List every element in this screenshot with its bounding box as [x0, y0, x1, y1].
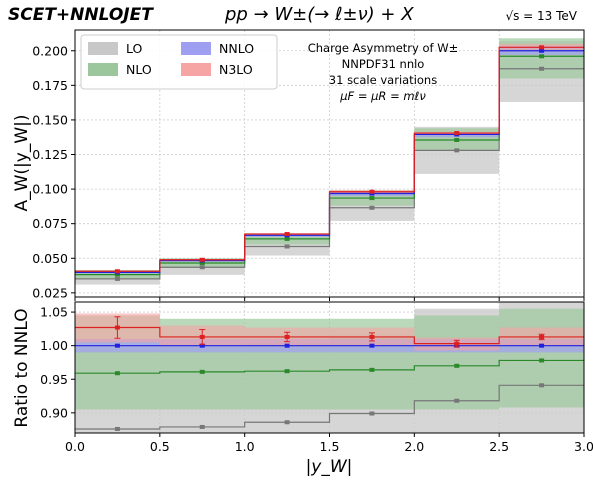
top-point-lo-2 — [284, 244, 290, 249]
top-point-lo-4 — [454, 148, 460, 153]
bot-point-nlo-1 — [199, 369, 205, 374]
legend-swatch-nnlo — [181, 42, 211, 55]
top-point-nlo-5 — [539, 54, 545, 59]
bot-point-n3lo-4 — [454, 341, 460, 346]
top-point-n3lo-0 — [114, 269, 120, 274]
main-panel-ticks: 0.025 0.050 0.075 0.100 0.125 0.150 0.175 0.200 — [32, 43, 585, 301]
bot-ytick-label-3: 1.05 — [40, 305, 68, 320]
top-ytick-label-1: 0.050 — [32, 251, 68, 266]
annotation-line-3: 31 scale variations — [329, 73, 437, 87]
annotation: Charge Asymmetry of W± NNPDF31 nnlo 31 s… — [308, 41, 459, 103]
bot-point-nlo-0 — [114, 371, 120, 376]
ratio-y-axis-label: Ratio to NNLO — [12, 308, 32, 427]
bot-line-nlo — [75, 359, 584, 374]
bot-xtick-label-2: 1.0 — [235, 439, 255, 454]
top-line-n3lo — [75, 46, 584, 272]
bot-point-n3lo-1 — [199, 334, 205, 339]
brand-title: SCET+NNLOJET — [8, 5, 154, 25]
bot-ytick-label-2: 1.00 — [40, 338, 68, 353]
bot-point-nnlo-0 — [114, 343, 120, 348]
ratio-panel: 0.90 0.95 1.00 1.05 0.0 0.5 1.0 1.5 2.0 2.5 3.0 — [40, 301, 593, 454]
annotation-line-1: Charge Asymmetry of W± — [308, 41, 459, 55]
bot-band-nlo-5 — [499, 308, 584, 408]
bot-xtick-label-0: 0.0 — [65, 439, 85, 454]
bot-point-lo-5 — [539, 383, 545, 388]
bot-xtick-label-4: 2.0 — [404, 439, 424, 454]
bot-band-nlo-4 — [414, 315, 500, 410]
top-ytick-label-2: 0.075 — [32, 216, 68, 231]
bot-point-nlo-3 — [369, 367, 375, 372]
top-point-nlo-1 — [199, 260, 205, 265]
process-title: pp → W±(→ ℓ±ν) + X — [224, 4, 414, 25]
legend-label-n3lo: N3LO — [219, 62, 253, 77]
bot-point-nnlo-1 — [199, 343, 205, 348]
bot-point-nnlo-5 — [539, 343, 545, 348]
bot-point-n3lo-0 — [114, 325, 120, 330]
legend: LO NNLO NLO N3LO — [80, 34, 278, 90]
top-ytick-label-5: 0.150 — [32, 112, 68, 127]
top-point-n3lo-5 — [539, 45, 545, 50]
bot-xtick-label-3: 1.5 — [320, 439, 340, 454]
x-axis-label: |y_W| — [306, 457, 353, 477]
bot-point-lo-3 — [369, 411, 375, 416]
top-ytick-label-4: 0.125 — [32, 147, 68, 162]
annotation-line-2: NNPDF31 nnlo — [342, 57, 425, 71]
annotation-line-4: μF = μR = mℓν — [339, 89, 426, 103]
top-point-nlo-4 — [454, 137, 460, 142]
bot-ytick-label-1: 0.95 — [40, 372, 68, 387]
legend-label-nnlo: NNLO — [219, 41, 254, 56]
bot-point-nnlo-2 — [284, 343, 290, 348]
bot-point-n3lo-3 — [369, 334, 375, 339]
ratio-panel-bands — [75, 302, 584, 433]
top-point-n3lo-1 — [199, 257, 205, 262]
top-point-n3lo-4 — [454, 131, 460, 136]
top-ytick-label-7: 0.200 — [32, 43, 68, 58]
legend-label-lo: LO — [126, 41, 143, 56]
bot-point-lo-4 — [454, 398, 460, 403]
top-point-n3lo-2 — [284, 232, 290, 237]
bot-point-nlo-2 — [284, 369, 290, 374]
bot-point-lo-2 — [284, 420, 290, 425]
bot-point-n3lo-5 — [539, 334, 545, 339]
legend-frame — [80, 34, 278, 90]
top-ytick-label-3: 0.100 — [32, 182, 68, 197]
ratio-panel-lines — [75, 316, 584, 431]
main-y-axis-label: A_W(|y_W|) — [12, 114, 32, 211]
legend-swatch-lo — [88, 42, 118, 55]
top-point-n3lo-3 — [369, 189, 375, 194]
top-point-lo-5 — [539, 66, 545, 71]
bot-xtick-label-1: 0.5 — [150, 439, 170, 454]
top-point-lo-3 — [369, 205, 375, 210]
top-point-lo-1 — [199, 265, 205, 270]
bot-ytick-label-0: 0.90 — [40, 405, 68, 420]
bot-point-nlo-5 — [539, 358, 545, 363]
top-point-nnlo-5 — [539, 48, 545, 53]
main-panel-lines — [75, 45, 584, 281]
top-ytick-label-6: 0.175 — [32, 78, 68, 93]
top-point-nlo-3 — [369, 196, 375, 201]
bot-point-lo-0 — [114, 426, 120, 431]
bot-point-lo-1 — [199, 424, 205, 429]
top-ytick-label-0: 0.025 — [32, 285, 68, 300]
bot-point-nnlo-3 — [369, 343, 375, 348]
top-point-nlo-0 — [114, 272, 120, 277]
bot-point-nlo-4 — [454, 363, 460, 368]
top-point-nlo-2 — [284, 236, 290, 241]
legend-swatch-nlo — [88, 63, 118, 76]
bot-point-n3lo-2 — [284, 334, 290, 339]
bot-xtick-label-6: 3.0 — [574, 439, 593, 454]
legend-label-nlo: NLO — [126, 62, 152, 77]
bot-xtick-label-5: 2.5 — [489, 439, 509, 454]
energy-label: √s = 13 TeV — [505, 9, 577, 23]
bot-line-lo — [75, 384, 584, 430]
top-point-lo-0 — [114, 276, 120, 281]
ratio-panel-ticks: 0.90 0.95 1.00 1.05 0.0 0.5 1.0 1.5 2.0 2.5 3.0 — [40, 305, 593, 454]
legend-swatch-n3lo — [181, 63, 211, 76]
